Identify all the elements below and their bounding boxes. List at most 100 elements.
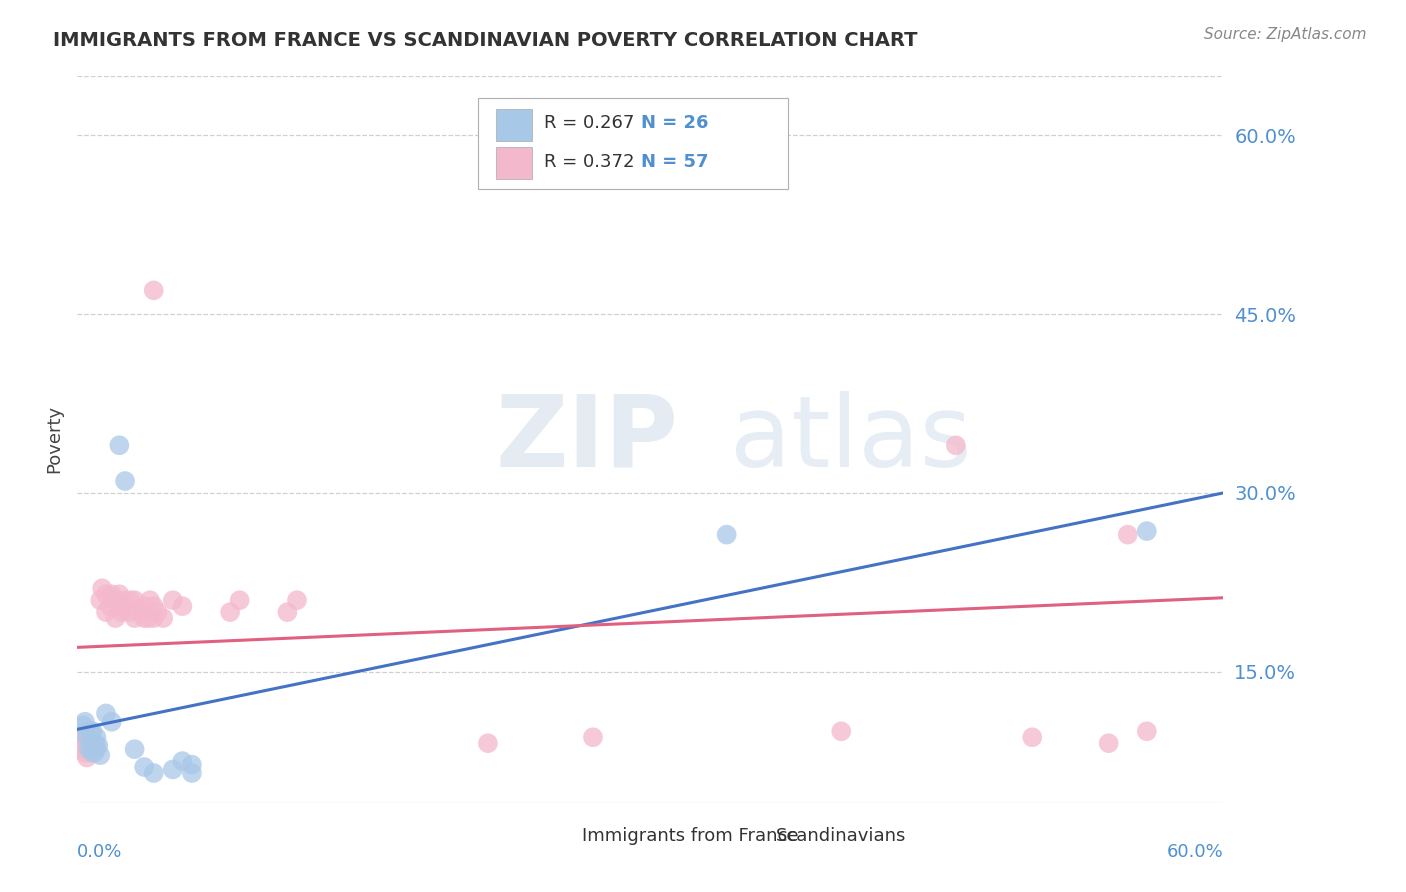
- FancyBboxPatch shape: [495, 109, 533, 141]
- Text: atlas: atlas: [731, 391, 972, 488]
- Point: [142, 611, 165, 625]
- Point: [134, 599, 156, 614]
- Point: [142, 283, 165, 297]
- Point: [142, 766, 165, 780]
- Point: [146, 605, 169, 619]
- FancyBboxPatch shape: [551, 824, 576, 848]
- Point: [100, 714, 122, 729]
- Point: [76, 750, 98, 764]
- Text: N = 57: N = 57: [641, 153, 709, 170]
- Point: [285, 593, 308, 607]
- Point: [77, 742, 100, 756]
- Point: [73, 746, 96, 760]
- Point: [86, 742, 108, 756]
- Point: [83, 736, 105, 750]
- Point: [98, 599, 121, 614]
- Point: [134, 760, 156, 774]
- Point: [1116, 527, 1139, 541]
- Point: [219, 605, 242, 619]
- Text: Immigrants from France: Immigrants from France: [582, 827, 799, 846]
- Point: [830, 724, 852, 739]
- Point: [72, 742, 94, 756]
- Point: [91, 582, 114, 596]
- Point: [82, 724, 104, 739]
- Point: [89, 748, 111, 763]
- Point: [1098, 736, 1121, 750]
- Point: [716, 527, 738, 541]
- Point: [134, 611, 156, 625]
- Point: [83, 736, 105, 750]
- FancyBboxPatch shape: [478, 97, 787, 188]
- Point: [477, 736, 499, 750]
- Point: [73, 739, 96, 753]
- Point: [120, 593, 142, 607]
- Text: R = 0.372: R = 0.372: [544, 153, 634, 170]
- Point: [152, 611, 174, 625]
- Point: [228, 593, 250, 607]
- Point: [1136, 724, 1159, 739]
- Point: [114, 593, 136, 607]
- Point: [172, 599, 194, 614]
- Text: R = 0.267: R = 0.267: [544, 114, 634, 132]
- Point: [945, 438, 967, 452]
- Point: [108, 599, 131, 614]
- Point: [110, 605, 132, 619]
- Point: [72, 718, 94, 732]
- Point: [86, 739, 108, 753]
- Point: [100, 587, 122, 601]
- Point: [83, 746, 105, 760]
- Point: [94, 587, 117, 601]
- Point: [72, 731, 94, 745]
- Text: Source: ZipAtlas.com: Source: ZipAtlas.com: [1204, 27, 1367, 42]
- Point: [162, 763, 184, 777]
- Point: [142, 599, 165, 614]
- Point: [76, 736, 98, 750]
- Point: [80, 724, 103, 739]
- Point: [1136, 524, 1159, 538]
- Point: [139, 593, 162, 607]
- FancyBboxPatch shape: [495, 147, 533, 179]
- Point: [1021, 731, 1043, 745]
- Point: [77, 731, 100, 745]
- Point: [94, 706, 117, 721]
- Text: ZIP: ZIP: [495, 391, 679, 488]
- Point: [82, 746, 104, 760]
- Y-axis label: Poverty: Poverty: [45, 405, 63, 474]
- Point: [124, 742, 146, 756]
- FancyBboxPatch shape: [748, 824, 773, 848]
- Text: Scandinavians: Scandinavians: [776, 827, 907, 846]
- Point: [180, 757, 204, 772]
- Point: [162, 593, 184, 607]
- Point: [114, 474, 136, 488]
- Point: [276, 605, 298, 619]
- Point: [76, 724, 98, 739]
- Point: [172, 754, 194, 768]
- Point: [104, 611, 127, 625]
- Point: [716, 153, 738, 167]
- Point: [108, 438, 131, 452]
- Point: [124, 593, 146, 607]
- Point: [80, 736, 103, 750]
- Point: [127, 605, 149, 619]
- Point: [104, 593, 127, 607]
- Text: 0.0%: 0.0%: [77, 843, 122, 861]
- Point: [73, 714, 96, 729]
- Text: 60.0%: 60.0%: [1167, 843, 1223, 861]
- Point: [89, 593, 111, 607]
- Point: [180, 766, 204, 780]
- Point: [118, 605, 141, 619]
- Point: [77, 742, 100, 756]
- Point: [124, 611, 146, 625]
- Point: [80, 739, 103, 753]
- Point: [582, 731, 605, 745]
- Point: [136, 611, 159, 625]
- Point: [86, 731, 108, 745]
- Point: [80, 731, 103, 745]
- Point: [108, 587, 131, 601]
- Text: IMMIGRANTS FROM FRANCE VS SCANDINAVIAN POVERTY CORRELATION CHART: IMMIGRANTS FROM FRANCE VS SCANDINAVIAN P…: [53, 31, 918, 50]
- Point: [87, 739, 110, 753]
- Point: [82, 742, 104, 756]
- Text: N = 26: N = 26: [641, 114, 709, 132]
- Point: [76, 731, 98, 745]
- Point: [94, 605, 117, 619]
